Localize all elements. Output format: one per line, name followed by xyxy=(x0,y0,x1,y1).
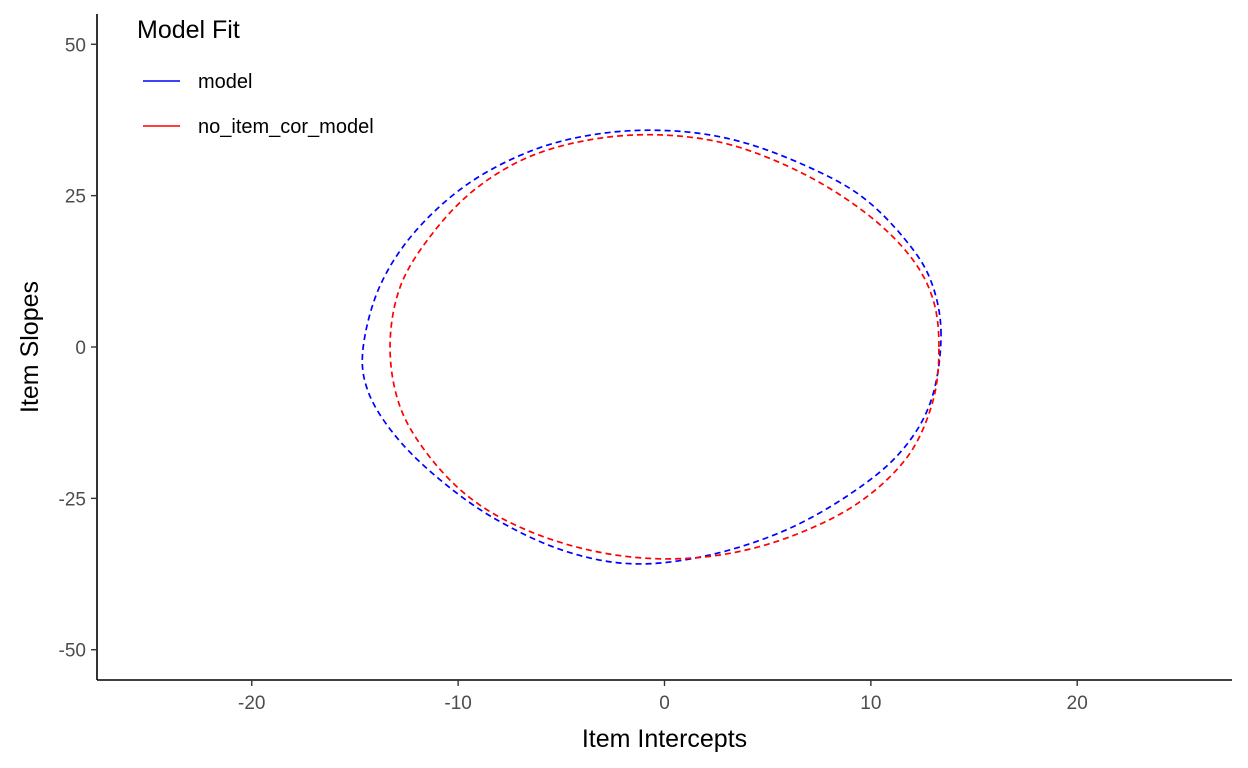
x-axis-title: Item Intercepts xyxy=(582,725,747,753)
y-tick-label: 50 xyxy=(65,35,86,56)
legend: Model Fit model no_item_cor_model xyxy=(137,16,374,138)
legend-label-model: model xyxy=(198,71,252,93)
y-tick-label: -25 xyxy=(59,489,86,510)
series-layer xyxy=(361,129,942,565)
y-tick-label: 25 xyxy=(65,187,86,208)
x-tick-label: -20 xyxy=(238,693,265,714)
x-tick-label: 20 xyxy=(1067,693,1088,714)
legend-item-model: model xyxy=(143,71,252,93)
series-line-model xyxy=(361,129,942,565)
y-tick-label: 0 xyxy=(75,338,86,359)
y-axis-title: Item Slopes xyxy=(16,281,44,413)
x-tick-label: 0 xyxy=(659,693,670,714)
x-ticks: -20 -10 0 10 20 xyxy=(238,680,1088,714)
y-ticks: -50 -25 0 25 50 xyxy=(59,35,97,662)
x-tick-label: -10 xyxy=(444,693,471,714)
x-tick-label: 10 xyxy=(860,693,881,714)
y-tick-label: -50 xyxy=(59,641,86,662)
legend-item-no-item-cor-model: no_item_cor_model xyxy=(143,116,374,138)
legend-label-no-item-cor-model: no_item_cor_model xyxy=(198,116,374,138)
legend-title: Model Fit xyxy=(137,16,240,44)
series-line-no-item-cor-model xyxy=(389,133,940,560)
